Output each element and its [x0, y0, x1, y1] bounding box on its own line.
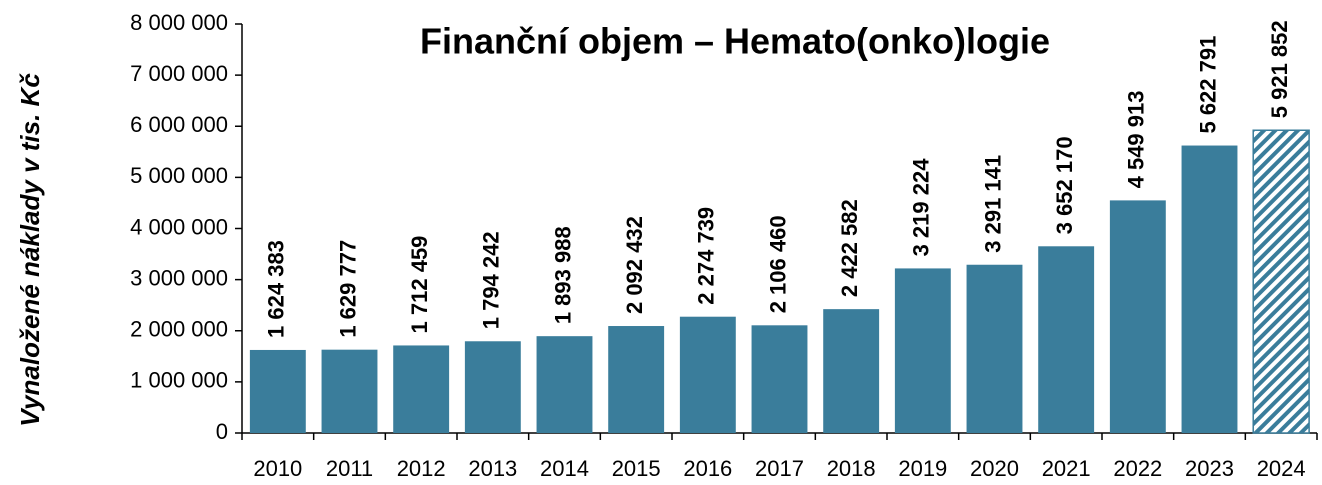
value-label: 1 794 242	[479, 231, 504, 329]
x-tick-label: 2014	[540, 456, 589, 481]
bar	[1109, 200, 1166, 433]
bar	[894, 268, 951, 433]
bar	[536, 336, 593, 433]
y-tick-label: 3 000 000	[130, 265, 228, 290]
y-tick-label: 4 000 000	[130, 214, 228, 239]
y-tick-label: 2 000 000	[130, 317, 228, 342]
bar	[966, 264, 1023, 433]
y-tick-label: 5 000 000	[130, 163, 228, 188]
value-label: 1 712 459	[407, 236, 432, 334]
y-tick-label: 6 000 000	[130, 112, 228, 137]
y-tick-label: 7 000 000	[130, 61, 228, 86]
x-tick-label: 2012	[397, 456, 446, 481]
x-tick-label: 2016	[683, 456, 732, 481]
value-label: 4 549 913	[1124, 91, 1149, 189]
value-label: 5 622 791	[1195, 36, 1220, 134]
value-label: 1 893 988	[550, 226, 575, 324]
value-label: 3 291 141	[980, 155, 1005, 253]
value-label: 2 274 739	[694, 207, 719, 305]
y-tick-label: 1 000 000	[130, 368, 228, 393]
x-tick-label: 2011	[326, 456, 373, 481]
x-tick-label: 2019	[898, 456, 947, 481]
x-tick-label: 2020	[970, 456, 1019, 481]
bar	[1181, 145, 1238, 434]
x-tick-label: 2017	[755, 456, 804, 481]
x-tick-label: 2015	[612, 456, 661, 481]
chart-title: Finanční objem – Hemato(onko)logie	[420, 21, 1050, 62]
bar	[1038, 246, 1095, 433]
value-label: 2 106 460	[765, 215, 790, 313]
bar	[608, 326, 665, 433]
bar	[249, 349, 306, 433]
value-label: 5 921 852	[1267, 20, 1292, 118]
bar	[679, 316, 736, 433]
value-label: 3 219 224	[909, 158, 934, 257]
bar	[321, 349, 378, 433]
bar	[751, 325, 808, 433]
x-tick-label: 2022	[1113, 456, 1162, 481]
value-label: 1 624 383	[264, 240, 289, 338]
y-tick-label: 8 000 000	[130, 10, 228, 35]
y-tick-label: 0	[216, 419, 228, 444]
x-tick-label: 2023	[1185, 456, 1234, 481]
x-tick-label: 2013	[468, 456, 517, 481]
bar	[823, 309, 880, 433]
x-tick-label: 2021	[1042, 456, 1091, 481]
x-tick-label: 2024	[1257, 456, 1306, 481]
x-tick-label: 2018	[827, 456, 876, 481]
y-axis-label: Vynaložené náklady v tis. Kč	[15, 73, 45, 427]
bar	[1252, 129, 1310, 434]
value-label: 2 422 582	[837, 199, 862, 297]
x-tick-label: 2010	[253, 456, 302, 481]
value-label: 2 092 432	[622, 216, 647, 314]
bar	[393, 345, 450, 433]
value-label: 1 629 777	[335, 240, 360, 338]
value-label: 3 652 170	[1052, 136, 1077, 234]
bar	[464, 341, 521, 433]
